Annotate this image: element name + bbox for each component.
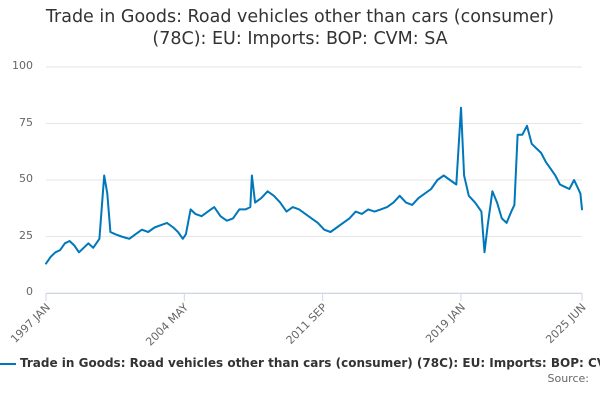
y-tick-label: 0 (26, 285, 33, 298)
chart-title-line-2: (78C): EU: Imports: BOP: CVM: SA (152, 29, 448, 49)
legend-label: Trade in Goods: Road vehicles other than… (20, 356, 600, 370)
y-tick-label: 75 (19, 115, 33, 129)
series-line (45, 106, 583, 265)
gridlines (46, 66, 582, 294)
y-tick-label: 25 (19, 228, 33, 242)
legend: Trade in Goods: Road vehicles other than… (0, 356, 600, 370)
chart-title-line-1: Trade in Goods: Road vehicles other than… (45, 7, 555, 27)
source-label: Source: (547, 372, 590, 385)
chart-title: Trade in Goods: Road vehicles other than… (0, 6, 600, 50)
legend-swatch (0, 362, 16, 365)
y-tick-label: 100 (12, 59, 33, 72)
y-tick-label: 50 (19, 172, 33, 185)
x-axis (45, 293, 583, 301)
